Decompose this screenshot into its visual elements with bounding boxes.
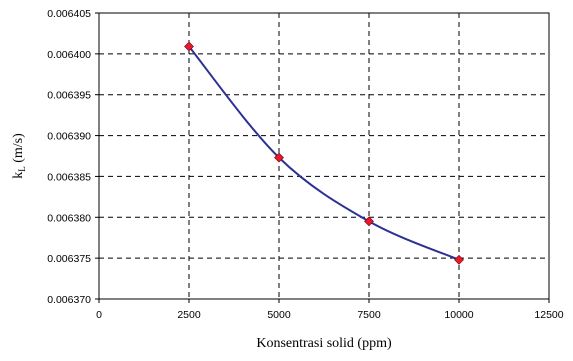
y-tick-labels: 0.006370 0.006375 0.006380 0.006385 0.006390… (47, 8, 91, 306)
data-point-marker (364, 216, 374, 227)
x-tick-label: 0 (96, 309, 102, 321)
plot-area (98, 12, 550, 300)
data-markers (184, 41, 464, 265)
x-tick-label: 5000 (267, 309, 291, 321)
grid-layer (99, 13, 549, 299)
x-axis-label: Konsentrasi solid (ppm) (256, 336, 392, 351)
y-tick-label: 0.006400 (47, 49, 91, 61)
data-point-marker (184, 41, 194, 52)
x-tick-label: 2500 (177, 309, 201, 321)
x-tick-label: 12500 (534, 309, 563, 321)
y-tick-label: 0.006380 (47, 212, 91, 224)
data-point-marker (454, 254, 464, 265)
x-tick-label: 7500 (357, 309, 381, 321)
tick-marks (95, 12, 550, 303)
x-tick-label: 10000 (444, 309, 473, 321)
y-tick-label: 0.006405 (47, 8, 91, 20)
y-tick-label: 0.006390 (47, 131, 91, 143)
series-line (188, 45, 460, 261)
data-point-marker (274, 152, 284, 163)
y-tick-label: 0.006385 (47, 171, 91, 183)
y-tick-label: 0.006370 (47, 294, 91, 306)
x-tick-labels: 0 2500 5000 7500 10000 12500 (96, 309, 564, 321)
y-axis-label: kL (m/s) (11, 133, 27, 179)
y-tick-label: 0.006375 (47, 253, 91, 265)
y-tick-label: 0.006395 (47, 90, 91, 102)
